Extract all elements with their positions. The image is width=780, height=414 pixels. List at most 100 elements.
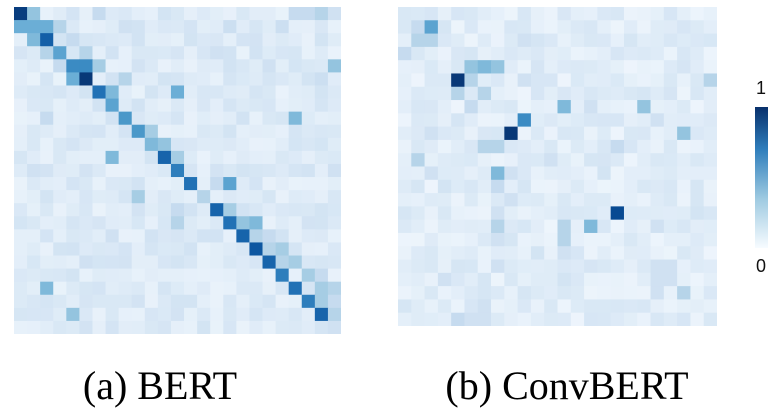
heatmap-cell	[27, 7, 41, 21]
heatmap-cell	[690, 219, 705, 234]
heatmap-cell	[584, 219, 598, 234]
heatmap-cell	[301, 281, 316, 296]
heatmap-cell	[92, 268, 106, 283]
heatmap-cell	[40, 242, 54, 256]
heatmap-cell	[236, 72, 250, 86]
heatmap-cell	[477, 86, 492, 101]
heatmap-cell	[424, 20, 439, 34]
heatmap-cell	[597, 299, 612, 314]
heatmap-cell	[144, 20, 159, 34]
heatmap-cell	[623, 166, 638, 181]
heatmap-cell	[327, 307, 341, 322]
heatmap-cell	[92, 85, 106, 99]
heatmap-cell	[275, 98, 290, 113]
heatmap-cell	[570, 272, 585, 287]
heatmap-cell	[288, 255, 303, 269]
heatmap-cell	[491, 153, 505, 167]
heatmap-cell	[477, 153, 492, 167]
heatmap-cell	[79, 72, 93, 86]
heatmap-cell	[491, 272, 505, 287]
heatmap-cell	[690, 33, 705, 48]
heatmap-cell	[14, 124, 28, 139]
heatmap-cell	[131, 229, 146, 243]
heatmap-cell	[690, 232, 705, 247]
heatmap-cell	[690, 73, 705, 88]
heatmap-cell	[157, 111, 172, 126]
heatmap-cell	[144, 307, 159, 322]
heatmap-cell	[249, 46, 263, 60]
heatmap-cell	[210, 85, 224, 99]
heatmap-cell	[170, 163, 185, 178]
heatmap-cell	[411, 272, 425, 287]
heatmap-cell	[105, 229, 120, 243]
heatmap-cell	[584, 179, 598, 194]
heatmap-cell	[40, 255, 54, 269]
heatmap-cell	[398, 126, 412, 141]
heatmap-cell	[411, 153, 425, 167]
heatmap-cell	[210, 150, 224, 165]
heatmap-cell	[398, 20, 412, 34]
heatmap-cell	[288, 85, 303, 99]
heatmap-cell	[249, 85, 263, 99]
heatmap-cell	[170, 150, 185, 165]
heatmap-cell	[411, 232, 425, 247]
heatmap-cell	[79, 190, 93, 204]
heatmap-cell	[157, 20, 172, 34]
heatmap-cell	[14, 216, 28, 230]
heatmap-cell	[398, 86, 412, 101]
heatmap-cell	[663, 139, 678, 154]
heatmap-cell	[301, 20, 316, 34]
heatmap-cell	[197, 281, 211, 296]
heatmap-cell	[105, 177, 120, 191]
heatmap-cell	[184, 33, 198, 47]
heatmap-cell	[504, 219, 519, 234]
heatmap-cell	[14, 59, 28, 73]
heatmap-cell	[223, 242, 237, 256]
heatmap-cell	[477, 179, 492, 194]
heatmap-cell	[477, 299, 492, 314]
heatmap-cell	[570, 193, 585, 207]
heatmap-cell	[690, 166, 705, 181]
heatmap-cell	[27, 268, 41, 283]
heatmap-cell	[105, 137, 120, 152]
heatmap-cell	[398, 246, 412, 260]
heatmap-cell	[504, 113, 519, 128]
heatmap-cell	[690, 259, 705, 274]
heatmap-cell	[464, 166, 479, 181]
heatmap-cell	[144, 124, 159, 139]
heatmap-cell	[157, 163, 172, 178]
heatmap-cell	[703, 46, 717, 61]
heatmap-cell	[66, 137, 80, 152]
heatmap-cell	[424, 299, 439, 314]
heatmap-cell	[411, 139, 425, 154]
heatmap-cell	[530, 7, 545, 21]
heatmap-cell	[623, 60, 638, 74]
heatmap-cell	[262, 59, 276, 73]
heatmap-cell	[597, 312, 612, 326]
heatmap-cell	[504, 259, 519, 274]
heatmap-cell	[262, 242, 276, 256]
heatmap-cell	[170, 72, 185, 86]
heatmap-cell	[288, 203, 303, 217]
heatmap-cell	[131, 124, 146, 139]
heatmap-cell	[637, 206, 651, 221]
heatmap-cell	[623, 193, 638, 207]
heatmap-cell	[703, 7, 717, 21]
heatmap-cell	[544, 86, 558, 101]
heatmap-cell	[79, 307, 93, 322]
heatmap-cell	[197, 177, 211, 191]
heatmap-cell	[517, 166, 532, 181]
heatmap-cell	[650, 299, 665, 314]
heatmap-cell	[301, 203, 316, 217]
heatmap-cell	[92, 320, 106, 334]
heatmap-cell	[92, 72, 106, 86]
heatmap-cell	[637, 272, 651, 287]
heatmap-cell	[530, 20, 545, 34]
heatmap-cell	[301, 85, 316, 99]
heatmap-cell	[570, 153, 585, 167]
heatmap-cell	[40, 20, 54, 34]
heatmap-cell	[14, 7, 28, 21]
heatmap-cell	[690, 7, 705, 21]
heatmap-cell	[27, 20, 41, 34]
heatmap-cell	[210, 163, 224, 178]
